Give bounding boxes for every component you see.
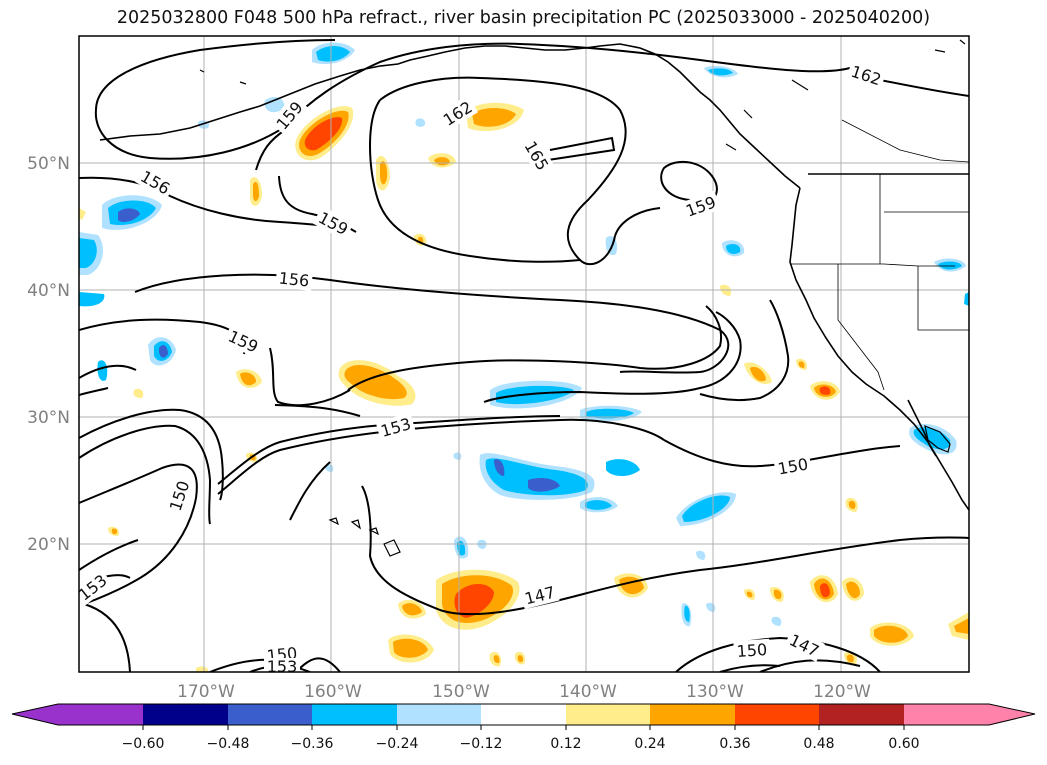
colorbar-tick-label: −0.36: [291, 736, 334, 752]
colorbar-swatch: [566, 704, 650, 725]
lon-label: 140°W: [559, 682, 617, 702]
contour-label: 156: [278, 268, 310, 290]
colorbar-tick-label: 0.24: [634, 736, 665, 752]
map-title: 2025032800 F048 500 hPa refract., river …: [116, 8, 931, 28]
colorbar-extend-high: [989, 704, 1035, 725]
colorbar-swatch: [228, 704, 312, 725]
colorbar-tick-label: 0.12: [550, 736, 581, 752]
lat-label: 30°N: [27, 408, 70, 428]
lat-label: 50°N: [27, 154, 70, 174]
lat-label: 20°N: [27, 535, 70, 555]
colorbar-swatch: [312, 704, 397, 725]
colorbar-tick-label: −0.48: [207, 736, 250, 752]
colorbar-swatch: [904, 704, 989, 725]
colorbar-swatch: [819, 704, 904, 725]
contour-label: 150: [736, 640, 768, 661]
colorbar-swatch: [58, 704, 143, 725]
contour-label: 153: [267, 657, 298, 676]
colorbar-tick-label: 0.48: [803, 736, 834, 752]
lon-label: 120°W: [813, 682, 871, 702]
lon-label: 160°W: [304, 682, 362, 702]
colorbar-tick-label: −0.60: [122, 736, 165, 752]
colorbar-swatch: [481, 704, 566, 725]
lon-label: 150°W: [432, 682, 490, 702]
shaded-field: [79, 42, 969, 672]
colorbar-swatch: [650, 704, 735, 725]
colorbar-swatch: [397, 704, 481, 725]
map-area: [79, 36, 969, 672]
colorbar-tick-label: −0.24: [376, 736, 419, 752]
coastlines: [99, 39, 969, 557]
colorbar-tick-label: 0.60: [888, 736, 919, 752]
colorbar-swatch: [143, 704, 228, 725]
lat-label: 40°N: [27, 281, 70, 301]
lon-label: 170°W: [177, 682, 235, 702]
colorbar-tick-label: −0.12: [460, 736, 503, 752]
colorbar: −0.60 −0.48 −0.36 −0.24 −0.12 0.12 0.24 …: [11, 703, 1036, 752]
colorbar-tick-label: 0.36: [719, 736, 750, 752]
map-border: [78, 35, 970, 673]
lon-label: 130°W: [686, 682, 744, 702]
colorbar-swatch: [735, 704, 819, 725]
colorbar-extend-low: [12, 704, 58, 725]
latitude-labels: 50°N 40°N 30°N 20°N: [27, 154, 70, 555]
longitude-labels: 170°W 160°W 150°W 140°W 130°W 120°W: [177, 682, 871, 702]
